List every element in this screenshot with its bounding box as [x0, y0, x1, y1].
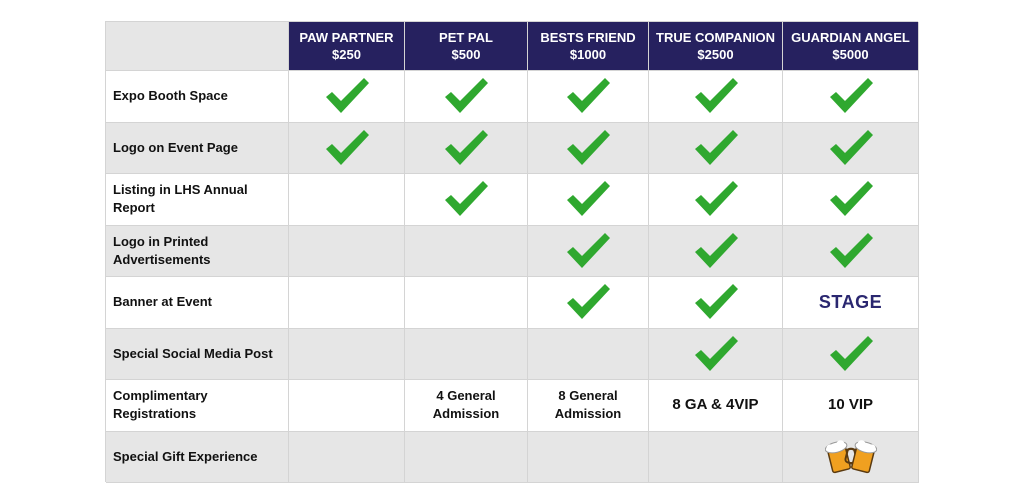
- tier-header-true-companion: TRUE COMPANION $2500: [649, 22, 783, 71]
- tier-price: $250: [332, 47, 361, 62]
- checkmark-icon: [325, 129, 369, 165]
- benefit-cell: 4 General Admission: [405, 380, 528, 432]
- benefit-cell: [405, 122, 528, 174]
- benefit-cell: [289, 71, 405, 123]
- benefit-cell: STAGE: [783, 277, 919, 329]
- benefit-cell: [405, 431, 528, 483]
- benefit-cell: [528, 431, 649, 483]
- benefit-cell: [289, 277, 405, 329]
- benefit-label-banner-at-event: Banner at Event: [106, 277, 289, 329]
- benefit-cell: [528, 174, 649, 226]
- benefit-cell: [289, 431, 405, 483]
- benefit-cell: [783, 225, 919, 277]
- benefit-cell: [649, 174, 783, 226]
- checkmark-icon: [445, 129, 488, 165]
- benefit-cell: [649, 122, 783, 174]
- benefit-cell: [528, 277, 649, 329]
- checkmark-icon: [567, 129, 610, 165]
- benefit-cell: [528, 328, 649, 380]
- checkmark-icon: [567, 78, 610, 114]
- checkmark-icon: [829, 335, 873, 371]
- benefit-cell: 10 VIP: [783, 380, 919, 432]
- tier-name: PET PAL: [439, 30, 493, 45]
- benefit-cell: [783, 328, 919, 380]
- benefit-cell: [289, 380, 405, 432]
- tier-name: GUARDIAN ANGEL: [791, 30, 910, 45]
- checkmark-icon: [325, 78, 369, 114]
- benefit-cell: [528, 71, 649, 123]
- tier-header-bests-friend: BESTS FRIEND $1000: [528, 22, 649, 71]
- checkmark-icon: [445, 78, 488, 114]
- tier-price: $1000: [569, 47, 607, 62]
- table-corner: [106, 22, 289, 71]
- benefit-cell: [783, 122, 919, 174]
- benefit-label-logo-on-event-page: Logo on Event Page: [106, 122, 289, 174]
- checkmark-icon: [567, 284, 610, 320]
- tier-name: TRUE COMPANION: [656, 30, 775, 45]
- benefit-cell: [783, 71, 919, 123]
- tier-header-pet-pal: PET PAL $500: [405, 22, 528, 71]
- benefit-cell: [289, 174, 405, 226]
- benefit-label-logo-in-printed-advertisements: Logo in Printed Advertisements: [106, 225, 289, 277]
- benefit-label-expo-booth-space: Expo Booth Space: [106, 71, 289, 123]
- benefit-cell: [405, 328, 528, 380]
- benefit-cell: [289, 328, 405, 380]
- benefit-cell: [649, 328, 783, 380]
- benefit-cell: [289, 225, 405, 277]
- checkmark-icon: [829, 232, 873, 268]
- benefit-cell: [649, 431, 783, 483]
- tier-header-guardian-angel: GUARDIAN ANGEL $5000: [783, 22, 919, 71]
- benefit-cell: [649, 225, 783, 277]
- registration-text: 10 VIP: [827, 396, 874, 414]
- registration-text: 8 General Admission: [554, 388, 622, 422]
- checkmark-icon: [445, 181, 488, 217]
- tier-price: $500: [451, 47, 481, 62]
- benefit-cell: 8 General Admission: [528, 380, 649, 432]
- checkmark-icon: [829, 129, 873, 165]
- registration-text: 4 General Admission: [432, 388, 500, 422]
- benefit-cell: [405, 174, 528, 226]
- benefit-cell: [405, 225, 528, 277]
- benefit-cell: [528, 122, 649, 174]
- registration-text: 8 GA & 4VIP: [672, 396, 759, 414]
- beer-mugs-icon: [824, 437, 877, 477]
- benefit-cell: [528, 225, 649, 277]
- checkmark-icon: [694, 335, 738, 371]
- checkmark-icon: [694, 78, 738, 114]
- tier-price: $2500: [697, 47, 734, 62]
- benefit-cell: [405, 277, 528, 329]
- checkmark-icon: [829, 78, 873, 114]
- benefit-cell: [783, 431, 919, 483]
- benefit-cell: [649, 71, 783, 123]
- checkmark-icon: [567, 232, 610, 268]
- benefit-cell: [783, 174, 919, 226]
- benefit-label-complimentary-registrations: Complimentary Registrations: [106, 380, 289, 432]
- benefit-cell: [289, 122, 405, 174]
- benefit-label-special-gift-experience: Special Gift Experience: [106, 431, 289, 483]
- stage-text: STAGE: [818, 291, 883, 312]
- tier-name: PAW PARTNER: [299, 30, 394, 45]
- benefit-label-listing-in-lhs-annual-report: Listing in LHS Annual Report: [106, 174, 289, 226]
- benefit-cell: 8 GA & 4VIP: [649, 380, 783, 432]
- checkmark-icon: [694, 181, 738, 217]
- tier-price: $5000: [832, 47, 869, 62]
- checkmark-icon: [567, 181, 610, 217]
- checkmark-icon: [694, 284, 738, 320]
- checkmark-icon: [694, 129, 738, 165]
- sponsorship-table: PAW PARTNER $250 PET PAL $500 BESTS FRIEND $1…: [105, 21, 919, 483]
- checkmark-icon: [694, 232, 738, 268]
- tier-header-paw-partner: PAW PARTNER $250: [289, 22, 405, 71]
- tier-name: BESTS FRIEND: [540, 30, 636, 45]
- benefit-cell: [405, 71, 528, 123]
- benefit-cell: [649, 277, 783, 329]
- benefit-label-special-social-media-post: Special Social Media Post: [106, 328, 289, 380]
- checkmark-icon: [829, 181, 873, 217]
